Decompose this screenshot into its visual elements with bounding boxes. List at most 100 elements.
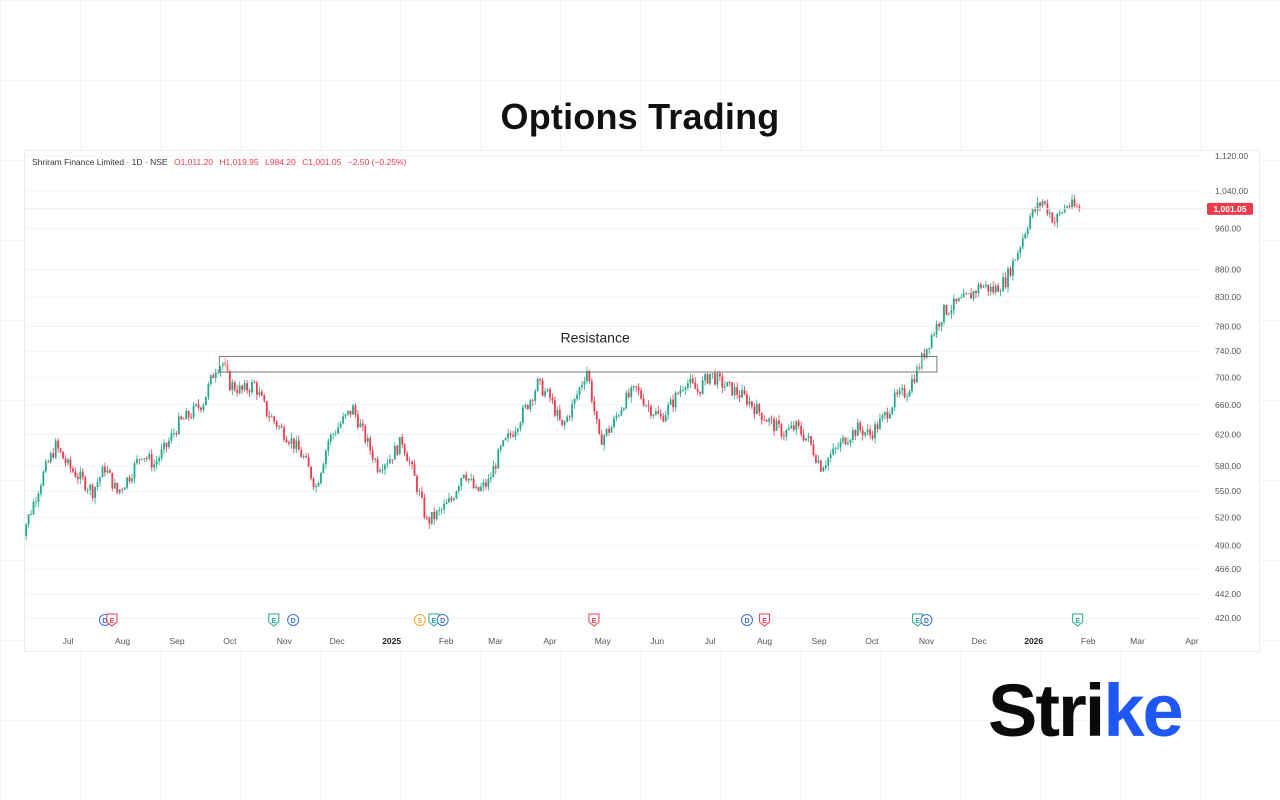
- candle-body: [812, 444, 815, 456]
- candle: [785, 428, 788, 441]
- candle-body: [101, 466, 104, 478]
- candle: [563, 419, 566, 430]
- candle-body: [185, 411, 188, 420]
- candle: [49, 451, 52, 465]
- event-marker: E: [428, 613, 440, 627]
- candle-body: [568, 416, 571, 418]
- candle: [1071, 194, 1073, 210]
- candle: [1068, 203, 1071, 209]
- candles: [25, 194, 1081, 541]
- candle-body: [987, 284, 990, 292]
- candle-body: [334, 433, 337, 435]
- candle-body: [226, 364, 229, 371]
- event-marker-shape: [588, 613, 600, 627]
- candle-body: [133, 463, 136, 479]
- candle-body: [487, 478, 490, 487]
- event-marker-label: D: [291, 618, 296, 625]
- candle-body: [930, 335, 933, 348]
- x-tick-label: 2025: [382, 636, 401, 646]
- candle: [145, 456, 148, 462]
- candle: [802, 429, 805, 442]
- candle: [260, 389, 263, 397]
- y-tick-label: 740.00: [1215, 346, 1241, 356]
- candle: [977, 281, 980, 298]
- candle: [96, 477, 99, 491]
- candle-body: [430, 511, 433, 524]
- candle: [438, 506, 441, 516]
- event-marker-label: S: [417, 618, 422, 625]
- candle: [302, 453, 305, 459]
- candle-body: [714, 373, 716, 385]
- candle-body: [393, 445, 396, 460]
- candle-body: [576, 394, 578, 399]
- candle-body: [288, 442, 290, 444]
- candle-body: [59, 448, 62, 452]
- event-marker-shape: [413, 614, 426, 626]
- candle-body: [52, 453, 55, 458]
- candle-body: [891, 407, 894, 414]
- event-marker-label: D: [744, 618, 749, 625]
- candle-body: [450, 498, 453, 501]
- candle-body: [871, 434, 874, 439]
- candle: [622, 407, 625, 412]
- candle-body: [723, 386, 726, 388]
- candle-body: [72, 468, 74, 472]
- candle-body: [659, 413, 662, 417]
- candle: [716, 371, 719, 389]
- candle: [408, 457, 411, 466]
- candle-body: [275, 421, 278, 427]
- candle: [290, 432, 293, 449]
- candle: [763, 414, 766, 422]
- candle-body: [915, 366, 918, 383]
- candle: [381, 464, 384, 474]
- candle-body: [970, 293, 972, 299]
- candle: [534, 388, 537, 405]
- candle: [413, 460, 416, 477]
- candle: [421, 486, 423, 499]
- candle-body: [989, 286, 992, 292]
- candle: [765, 419, 768, 422]
- candle: [773, 416, 775, 436]
- candle: [30, 510, 32, 516]
- candle-body: [1076, 205, 1078, 207]
- candle-body: [253, 382, 256, 383]
- candle-body: [327, 441, 330, 451]
- chart-panel[interactable]: [24, 150, 1260, 652]
- candle: [674, 390, 677, 412]
- candle-body: [398, 437, 401, 455]
- candle-body: [177, 416, 180, 435]
- candle-body: [972, 291, 975, 299]
- candle-body: [507, 433, 510, 438]
- candle-body: [200, 407, 202, 410]
- candle-body: [807, 436, 810, 439]
- candle-body: [1014, 259, 1017, 261]
- candle: [573, 398, 576, 409]
- candle-body: [1036, 202, 1039, 212]
- candle: [288, 440, 290, 447]
- candle-body: [657, 411, 660, 414]
- x-tick-label: Dec: [972, 636, 988, 646]
- candle: [989, 283, 992, 296]
- candle: [864, 431, 867, 438]
- candle: [310, 465, 312, 481]
- candle-body: [743, 390, 746, 395]
- candle: [948, 312, 950, 316]
- legend-symbol: Shriram Finance Limited · 1D · NSE: [32, 157, 168, 167]
- candle: [711, 373, 714, 379]
- candle-body: [615, 416, 618, 419]
- candle-body: [928, 347, 931, 349]
- candle-body: [465, 474, 468, 481]
- candle: [888, 410, 891, 419]
- candle-body: [361, 423, 364, 426]
- candle-body: [1004, 277, 1007, 288]
- candle-body: [214, 372, 217, 378]
- candle-body: [480, 486, 482, 491]
- candle-body: [1078, 206, 1081, 210]
- event-marker-label: D: [440, 618, 445, 625]
- x-tick-label: Nov: [919, 636, 935, 646]
- candle-body: [859, 422, 862, 431]
- candle: [489, 472, 492, 484]
- candle: [524, 402, 527, 410]
- candle-body: [893, 392, 896, 408]
